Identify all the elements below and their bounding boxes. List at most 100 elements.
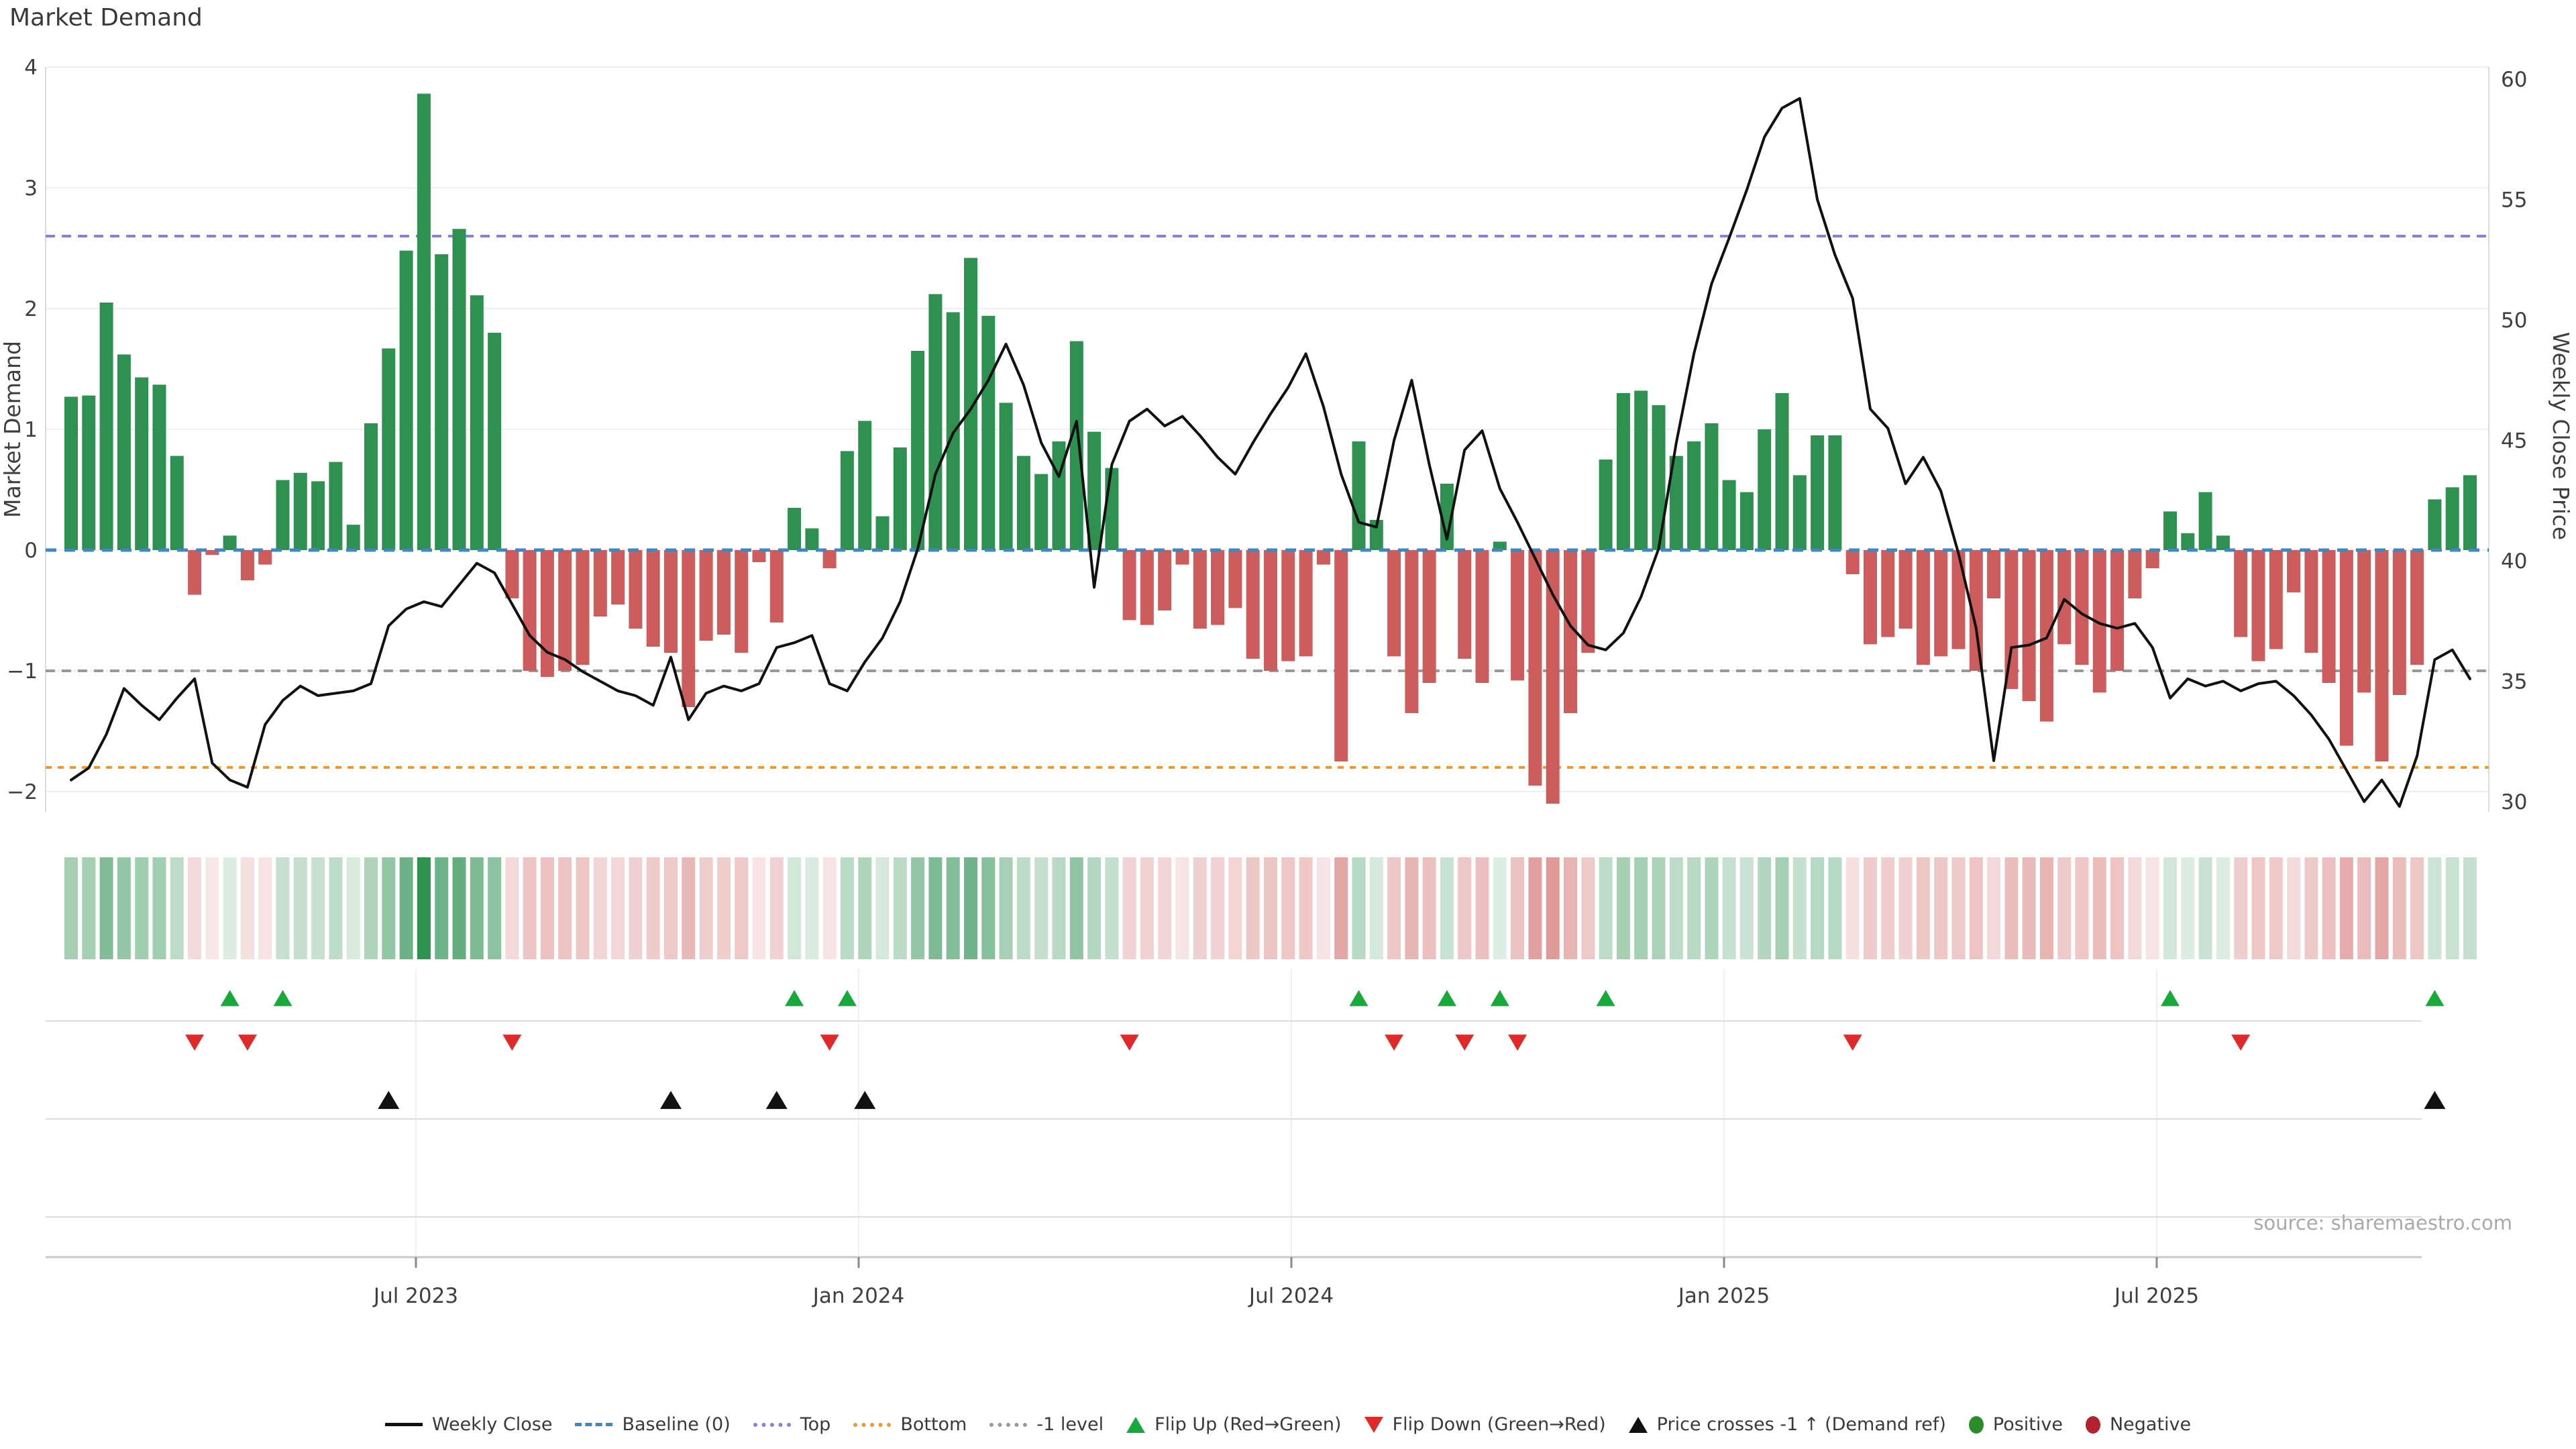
heatmap-cell [1528,857,1542,959]
heatmap-cell [1969,857,1983,959]
heatmap-cell [1564,857,1577,959]
price-cross-marker [660,1091,682,1110]
heatmap-cell [2339,857,2353,959]
heatmap-cell [1845,857,1860,959]
svg-text:2: 2 [24,297,38,321]
heatmap-cell [82,857,96,959]
legend-label: -1 level [1036,1414,1104,1435]
demand-bar [716,550,731,635]
legend-dot-icon [2085,1415,2100,1434]
legend-item: Flip Down (Green→Red) [1364,1414,1606,1435]
demand-bar [1969,550,1983,671]
legend-item: Price crosses -1 ↑ (Demand ref) [1628,1414,1946,1435]
legend-label: Flip Down (Green→Red) [1392,1414,1606,1435]
demand-bar [1405,550,1419,713]
heatmap-cell [311,857,325,959]
heatmap-cell [1158,857,1172,959]
heatmap-cell [382,857,396,959]
svg-text:40: 40 [2501,549,2527,574]
flip-down-marker [820,1034,839,1051]
flip-down-marker [1120,1034,1139,1051]
heatmap-cell [1705,857,1719,959]
heatmap-cell [1087,857,1102,959]
demand-bar [593,550,607,616]
heatmap-cell [1811,857,1825,959]
heatmap-cell [1881,857,1895,959]
heatmap-cell [1440,857,1454,959]
heatmap-cell [1334,857,1348,959]
demand-bar [840,451,854,550]
demand-bar [1211,550,1225,625]
demand-bar [452,229,466,550]
heatmap-cell [981,857,996,959]
demand-bar [2057,550,2072,645]
demand-bar [1228,550,1242,608]
heatmap-cell [2322,857,2336,959]
demand-bar [276,480,290,550]
heatmap-cell [364,857,378,959]
heatmap-cell [1493,857,1507,959]
price-cross-marker [765,1091,788,1110]
demand-bar [346,525,360,550]
heatmap-cell [488,857,502,959]
heatmap-cell [2110,857,2125,959]
demand-bar [488,333,502,550]
flip-down-marker [502,1034,522,1051]
demand-bar [1775,393,1789,550]
flip-up-marker [220,989,239,1006]
x-tick-label: Jul 2023 [372,1284,458,1308]
demand-bars [64,93,2477,804]
price-cross-marker [2424,1091,2446,1110]
demand-bar [682,550,696,707]
demand-bar [858,421,872,550]
heatmap-cell [64,857,78,959]
heatmap-cell [2198,857,2212,959]
demand-bar [1475,550,1489,683]
heatmap-cell [1369,857,1383,959]
demand-bar [1546,550,1560,804]
legend-label: Flip Up (Red→Green) [1155,1414,1342,1435]
demand-bar [258,550,272,565]
heatmap-cell [1352,857,1366,959]
heatmap-cell [1264,857,1277,959]
demand-bar [1916,550,1930,665]
demand-bar [1616,393,1630,550]
legend-label: Bottom [900,1414,967,1435]
heatmap-cell [682,857,696,959]
heatmap-cell [2428,857,2442,959]
heatmap-cell [1669,857,1683,959]
chart-legend: Weekly Close Baseline (0) Top Bottom -1 leve… [0,1414,2576,1435]
heatmap-cell [1193,857,1207,959]
heatmap-cell [399,857,413,959]
heatmap-cell [875,857,890,959]
heatmap-cell [2145,857,2159,959]
heatmap-cell [1034,857,1049,959]
heatmap-cell [1140,857,1154,959]
heatmap-cell [593,857,607,959]
demand-bar [981,315,996,550]
demand-bar [2181,533,2195,550]
demand-bar [205,550,219,555]
demand-bar [1422,550,1436,683]
heatmap-cell [1775,857,1789,959]
demand-bar [1281,550,1295,661]
left-axis-title: Market Demand [0,341,25,518]
demand-bar [1264,550,1277,671]
heatmap-cell [2463,857,2477,959]
heatmap-cell [629,857,643,959]
heatmap-cell [858,857,872,959]
heatmap-cell [646,857,660,959]
legend-item: Bottom [853,1414,967,1435]
heatmap-cell [223,857,237,959]
demand-bar [1987,550,2001,598]
legend-label: Negative [2109,1414,2192,1435]
heatmap-cell [2357,857,2371,959]
flip-up-marker [273,989,292,1006]
demand-bar [1758,429,1772,550]
heatmap-cell [2092,857,2106,959]
heatmap-cell [170,857,184,959]
svg-text:55: 55 [2501,189,2527,213]
demand-bar [364,423,378,550]
demand-bar [1792,475,1807,550]
